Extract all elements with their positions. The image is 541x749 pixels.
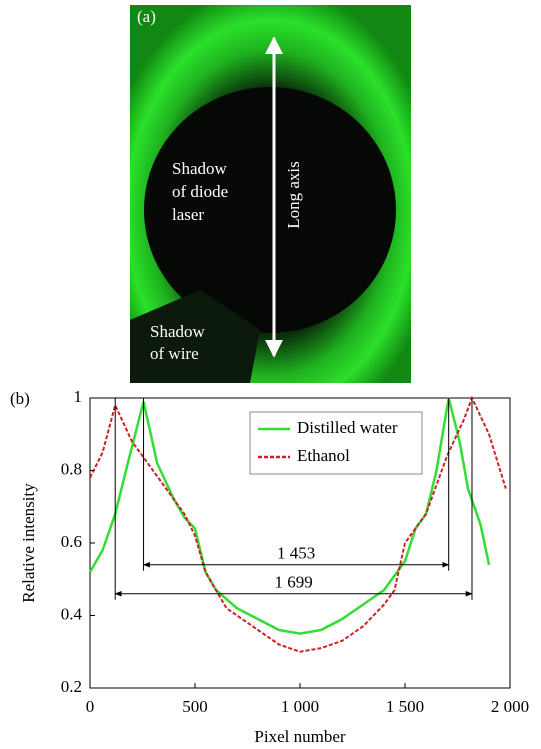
annotation: of diode — [172, 182, 228, 201]
y-tick-label: 0.2 — [61, 677, 82, 696]
legend-label: Ethanol — [297, 446, 350, 465]
x-axis-label: Pixel number — [254, 727, 345, 746]
x-tick-label: 1 500 — [386, 697, 424, 716]
y-tick-label: 0.8 — [61, 459, 82, 478]
y-tick-label: 1 — [74, 387, 83, 406]
x-tick-label: 1 000 — [281, 697, 319, 716]
data-line — [88, 397, 491, 635]
wire-shadow — [130, 290, 260, 383]
annotation: Shadow — [172, 159, 228, 178]
annotation: 1 699 — [274, 573, 312, 592]
y-axis-label: Relative intensity — [19, 483, 38, 603]
x-tick-label: 500 — [182, 697, 208, 716]
annotation: laser — [172, 205, 204, 224]
annotation: of wire — [150, 344, 199, 363]
legend-box — [249, 411, 423, 475]
annotation: 1 453 — [277, 544, 315, 563]
annotation: Long axis — [284, 161, 303, 229]
y-tick-label: 0.6 — [61, 532, 82, 551]
data-line — [89, 395, 507, 653]
x-tick-label: 2 000 — [491, 697, 529, 716]
panel-label: (b) — [10, 389, 30, 408]
legend-label: Distilled water — [297, 418, 398, 437]
panel-a: (a) Shadow of diode laser Long axis Shad… — [130, 5, 411, 383]
x-tick-label: 0 — [86, 697, 95, 716]
annotation: Shadow — [150, 322, 206, 341]
panel-label: (a) — [137, 7, 156, 26]
y-tick-label: 0.4 — [61, 604, 83, 623]
